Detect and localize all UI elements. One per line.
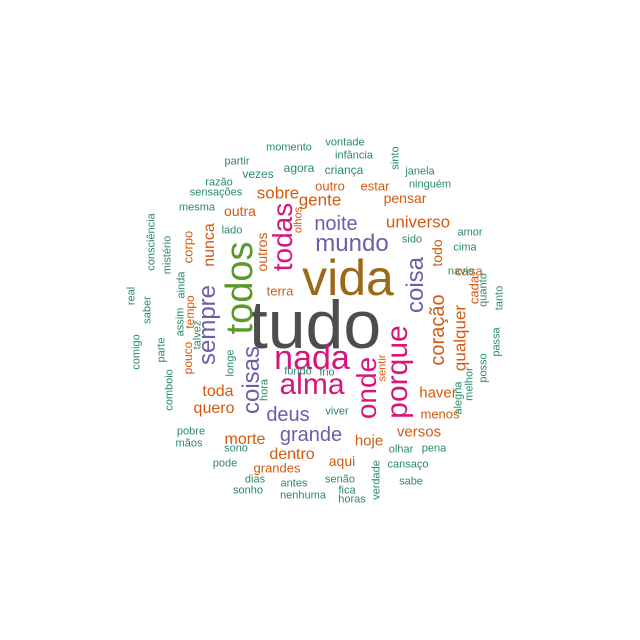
- word-estar: estar: [360, 178, 390, 194]
- word-criança: criança: [324, 163, 364, 177]
- word-cansaço: cansaço: [387, 458, 429, 471]
- word-dentro: dentro: [269, 446, 315, 463]
- word-coisa: coisa: [402, 256, 429, 314]
- word-deus: deus: [266, 404, 310, 426]
- word-antes: antes: [280, 477, 308, 490]
- word-outro: outro: [315, 178, 345, 194]
- word-lado: lado: [221, 224, 243, 237]
- word-sinto: sinto: [389, 146, 402, 170]
- word-cima: cima: [453, 241, 477, 254]
- word-ainda: ainda: [175, 271, 188, 299]
- word-universo: universo: [385, 212, 451, 232]
- word-agora: agora: [283, 161, 315, 175]
- word-momento: momento: [266, 141, 312, 154]
- word-saber: saber: [141, 296, 154, 324]
- word-sono: sono: [224, 442, 248, 455]
- word-tanto: tanto: [493, 285, 506, 311]
- word-gente: gente: [298, 190, 342, 210]
- word-todo: todo: [429, 239, 445, 267]
- word-alegria: alegria: [452, 381, 465, 415]
- word-haver: haver: [419, 384, 457, 402]
- word-casa: casa: [455, 263, 483, 279]
- word-consciência: consciência: [145, 213, 158, 271]
- word-fica: fica: [338, 484, 356, 497]
- word-sobre: sobre: [256, 183, 300, 203]
- word-nunca: nunca: [201, 223, 218, 267]
- word-parte: parte: [155, 337, 168, 363]
- word-horas: horas: [338, 493, 366, 506]
- word-posso: posso: [477, 353, 490, 383]
- word-hora: hora: [258, 378, 271, 402]
- word-pensar: pensar: [383, 190, 427, 206]
- word-sido: sido: [401, 233, 423, 246]
- word-mistério: mistério: [161, 235, 174, 275]
- word-qualquer: qualquer: [450, 304, 470, 372]
- word-senão: senão: [325, 473, 355, 486]
- word-navio: navio: [447, 265, 475, 278]
- word-assim: assim: [174, 307, 187, 337]
- word-quero: quero: [193, 400, 235, 417]
- word-ninguém: ninguém: [408, 178, 452, 191]
- word-outros: outros: [254, 232, 270, 272]
- word-amor: amor: [457, 226, 483, 239]
- word-grande: grande: [279, 424, 343, 446]
- word-mesma: mesma: [178, 201, 216, 214]
- word-mãos: mãos: [175, 437, 203, 450]
- word-nada: nada: [274, 339, 350, 377]
- word-infância: infância: [335, 149, 373, 162]
- word-mundo: mundo: [315, 230, 389, 257]
- word-passa: passa: [490, 327, 503, 357]
- word-verdade: verdade: [370, 460, 383, 500]
- word-sensações: sensações: [189, 186, 243, 199]
- word-janela: janela: [405, 165, 435, 178]
- word-sonho: sonho: [233, 484, 263, 497]
- word-dias: dias: [244, 473, 266, 486]
- word-pode: pode: [212, 457, 238, 470]
- word-vontade: vontade: [325, 136, 365, 149]
- word-partir: partir: [224, 155, 250, 168]
- word-comigo: comigo: [130, 334, 143, 370]
- word-terra: terra: [266, 283, 294, 299]
- word-comboio: comboio: [163, 369, 176, 411]
- word-sabe: sabe: [399, 475, 423, 488]
- word-longe: longe: [224, 349, 237, 377]
- word-sentir: sentir: [376, 354, 389, 382]
- word-morte: morte: [224, 431, 266, 448]
- word-olhar: olhar: [388, 443, 414, 456]
- word-hoje: hoje: [354, 432, 384, 450]
- word-grandes: grandes: [253, 460, 301, 476]
- word-quanto: quanto: [477, 273, 490, 307]
- word-nenhuma: nenhuma: [280, 489, 326, 502]
- word-vezes: vezes: [242, 167, 274, 181]
- word-viver: viver: [325, 405, 349, 418]
- word-toda: toda: [202, 383, 234, 400]
- word-outra: outra: [224, 203, 256, 219]
- word-coração: coração: [427, 294, 449, 366]
- word-noite: noite: [314, 213, 358, 235]
- word-melhor: melhor: [463, 367, 476, 401]
- word-versos: versos: [396, 423, 442, 441]
- word-pena: pena: [421, 442, 447, 455]
- word-olhos: olhos: [292, 206, 305, 234]
- word-menos: menos: [420, 406, 460, 422]
- word-fundo: fundo: [284, 365, 312, 378]
- word-tudo: tudo: [248, 287, 382, 363]
- word-alma: alma: [279, 368, 345, 401]
- word-talvez: talvez: [191, 320, 204, 350]
- word-vida: vida: [302, 250, 394, 306]
- word-frio: frio: [319, 366, 335, 379]
- word-aqui: aqui: [328, 453, 356, 469]
- word-razão: razão: [205, 176, 233, 189]
- word-corpo: corpo: [180, 230, 196, 264]
- word-pobre: pobre: [176, 425, 206, 438]
- word-real: real: [125, 286, 138, 306]
